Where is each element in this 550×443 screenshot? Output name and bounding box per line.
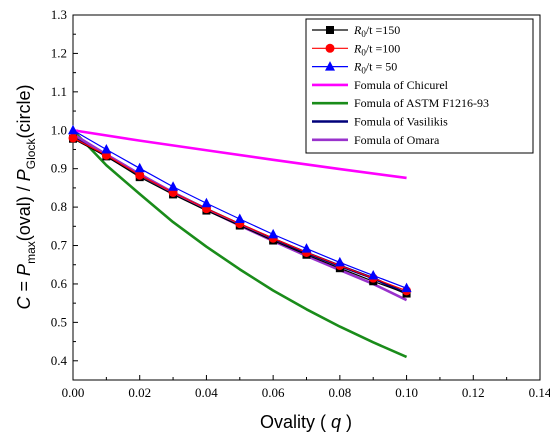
y-axis-title-p1: P bbox=[14, 264, 34, 276]
legend-entry: Fomula of Vasilikis bbox=[312, 115, 448, 129]
legend-entry: Fomula of Chicurel bbox=[312, 78, 449, 92]
series-3 bbox=[72, 128, 407, 180]
x-tick-label: 0.12 bbox=[462, 385, 485, 400]
legend-label-sub: 0 bbox=[361, 29, 366, 39]
legend-label: Fomula of Vasilikis bbox=[354, 115, 448, 129]
x-tick-label: 0.06 bbox=[262, 385, 285, 400]
y-axis-title-t2: (circle) bbox=[14, 85, 34, 139]
y-tick-label: 0.5 bbox=[51, 314, 67, 329]
data-point bbox=[134, 162, 145, 173]
legend-marker bbox=[325, 43, 335, 53]
y-tick-label: 1.2 bbox=[51, 45, 67, 60]
y-tick-label: 0.8 bbox=[51, 199, 67, 214]
legend-entry: Fomula of Omara bbox=[312, 133, 440, 147]
data-point bbox=[368, 269, 379, 280]
data-point bbox=[68, 124, 78, 135]
legend-label-var: R bbox=[353, 60, 362, 74]
legend-label-var: R bbox=[353, 41, 362, 55]
x-tick-label: 0.00 bbox=[62, 385, 85, 400]
legend-entry: R0/t = 50 bbox=[312, 60, 397, 76]
series-2 bbox=[68, 124, 412, 293]
x-axis-title-main: Ovality ( bbox=[260, 412, 331, 432]
y-tick-label: 1.0 bbox=[51, 122, 67, 137]
y-axis-title-eq: = bbox=[14, 276, 34, 297]
legend-marker bbox=[326, 26, 334, 34]
legend-label: R0/t =100 bbox=[353, 41, 400, 57]
data-point bbox=[68, 133, 78, 143]
x-tick-label: 0.08 bbox=[328, 385, 351, 400]
data-point bbox=[301, 243, 312, 253]
series-line bbox=[72, 129, 408, 359]
y-axis-title-c: C bbox=[14, 295, 34, 309]
y-axis-title-sub1: max bbox=[24, 241, 38, 264]
data-point bbox=[268, 228, 279, 239]
legend-label: R0/t = 50 bbox=[353, 60, 397, 76]
y-tick-label: 0.6 bbox=[51, 276, 68, 291]
y-tick-label: 1.1 bbox=[51, 84, 67, 99]
legend-label: R0/t =150 bbox=[353, 23, 400, 39]
x-axis-title-close: ) bbox=[341, 412, 352, 432]
legend-label: Fomula of ASTM F1216-93 bbox=[354, 96, 489, 110]
legend-label-sub: 0 bbox=[361, 66, 366, 76]
data-point bbox=[168, 181, 179, 191]
legend-label-rest: /t =100 bbox=[366, 41, 400, 55]
legend-entry: R0/t =100 bbox=[312, 41, 400, 57]
legend-label: Fomula of Omara bbox=[354, 133, 440, 147]
legend-label: Fomula of Chicurel bbox=[354, 78, 449, 92]
series-4 bbox=[72, 129, 408, 359]
legend-label-var: R bbox=[353, 23, 362, 37]
y-tick-label: 0.9 bbox=[51, 161, 67, 176]
data-point bbox=[135, 170, 145, 180]
axis-ticks: 0.00 0.02 0.04 0.06 0.08 0.10 0.12 0.14 0.4 0.5 0.… bbox=[51, 7, 550, 400]
data-point bbox=[201, 197, 212, 208]
legend-marker bbox=[325, 61, 335, 71]
series-line bbox=[72, 128, 407, 180]
x-tick-label: 0.04 bbox=[195, 385, 218, 400]
x-axis-title: Ovality ( q ) bbox=[260, 412, 352, 432]
legend-entry: R0/t =150 bbox=[312, 23, 400, 39]
y-tick-label: 1.3 bbox=[51, 7, 67, 22]
x-axis-title-var: q bbox=[331, 412, 341, 432]
series-layer bbox=[68, 124, 412, 359]
data-point bbox=[101, 143, 112, 154]
y-axis-title-sub2: Glock bbox=[24, 138, 38, 170]
x-tick-label: 0.14 bbox=[529, 385, 550, 400]
x-tick-label: 0.10 bbox=[395, 385, 418, 400]
legend-entry: Fomula of ASTM F1216-93 bbox=[312, 96, 489, 110]
y-axis-title-p2: P bbox=[14, 169, 34, 181]
y-tick-label: 0.4 bbox=[51, 353, 68, 368]
legend-label-sub: 0 bbox=[361, 47, 366, 57]
y-axis-title: C = Pmax(oval) / PGlock(circle) bbox=[14, 85, 38, 310]
x-tick-label: 0.02 bbox=[128, 385, 151, 400]
legend-label-rest: /t = 50 bbox=[366, 60, 397, 74]
legend-label-rest: /t =150 bbox=[366, 23, 400, 37]
data-point bbox=[234, 213, 245, 224]
y-axis-title-t1: (oval) / bbox=[14, 181, 34, 241]
data-point bbox=[401, 282, 412, 293]
y-tick-label: 0.7 bbox=[51, 238, 68, 253]
data-point bbox=[334, 256, 345, 267]
